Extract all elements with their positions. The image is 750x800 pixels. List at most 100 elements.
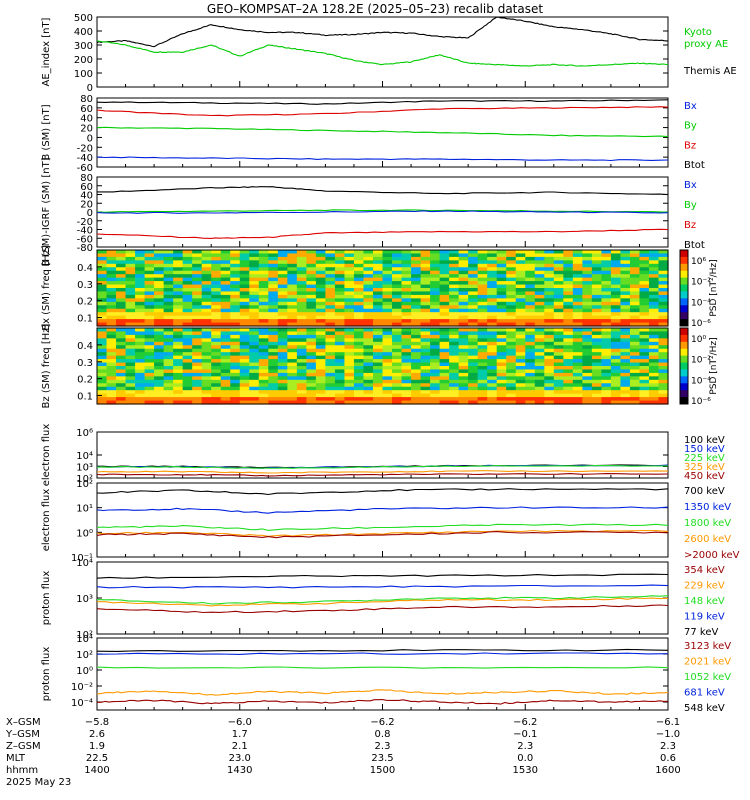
spectrogram-5-cell [97, 386, 108, 391]
legend-3-2: Bz [684, 220, 696, 231]
spectrogram-5-cell [211, 348, 222, 353]
spectrogram-5-cell [125, 366, 136, 371]
spectrogram-4-cell [163, 305, 174, 310]
spectrogram-4-cell [220, 284, 231, 289]
spectrogram-5-cell [154, 379, 165, 384]
spectrogram-5-cell [458, 379, 469, 384]
spectrogram-5-cell [420, 359, 431, 364]
spectrogram-4-cell [125, 322, 136, 327]
spectrogram-5-cell [287, 376, 298, 381]
spectrogram-5-cell [629, 328, 641, 333]
spectrogram-4-cell [201, 277, 212, 282]
spectrogram-5-cell [534, 372, 545, 377]
panel-1-ylabel: AE_index [nT] [41, 17, 52, 86]
legend-8-1: 229 keV [684, 581, 725, 592]
spectrogram-4-cell [401, 294, 412, 299]
spectrogram-4-cell [420, 305, 431, 310]
spectrogram-4-cell [154, 298, 165, 303]
spectrogram-5-cell [430, 345, 441, 350]
spectrogram-5-cell [239, 355, 250, 360]
spectrogram-5-cell [411, 359, 422, 364]
spectrogram-4-cell [553, 260, 564, 265]
panel-2-ytick-label: 20 [80, 124, 93, 135]
spectrogram-5-cell [201, 372, 212, 377]
spectrogram-5-cell [392, 338, 403, 343]
spectrogram-5-cell [658, 379, 669, 384]
spectrogram-5-cell [97, 334, 108, 339]
spectrogram-5-cell [154, 393, 165, 398]
spectrogram-5-cell [306, 334, 317, 339]
spectrogram-4-cell [258, 270, 269, 275]
spectrogram-4-cell [458, 288, 469, 293]
spectrogram-5-cell [334, 345, 346, 350]
legend-9-0: 3123 keV [684, 641, 731, 652]
spectrogram-4-cell [353, 250, 365, 255]
spectrogram-4-cell [173, 322, 184, 327]
spectrogram-4-cell [639, 315, 650, 320]
spectrogram-4-cell [315, 312, 326, 317]
spectrogram-4-cell [296, 308, 307, 313]
spectrogram-4-cell [296, 256, 307, 261]
spectrogram-4-cell [144, 301, 155, 306]
spectrogram-4-cell [125, 256, 136, 261]
spectrogram-5-cell [439, 355, 450, 360]
spectrogram-5-cell [106, 383, 117, 388]
spectrogram-4-cell [439, 253, 450, 258]
spectrogram-5-cell [230, 348, 241, 353]
legend-8-2: 148 keV [684, 596, 725, 607]
spectrogram-5-cell [325, 393, 336, 398]
spectrogram-4-cell [163, 256, 174, 261]
spectrogram-4-cell [372, 274, 384, 279]
spectrogram-5-cell [610, 352, 622, 357]
spectrogram-5-cell [363, 352, 374, 357]
spectrogram-5-cell [629, 348, 641, 353]
spectrogram-5-cell [420, 355, 431, 360]
spectrogram-5-cell [458, 328, 469, 333]
spectrogram-4-cell [629, 267, 641, 272]
spectrogram-4-cell [487, 277, 498, 282]
series-2-btot [96, 99, 669, 105]
spectrogram-5-cell [220, 355, 231, 360]
spectrogram-5-cell [468, 366, 479, 371]
spectrogram-5-cell [287, 359, 298, 364]
spectrogram-4-cell [477, 260, 488, 265]
spectrogram-5-cell [154, 400, 165, 405]
spectrogram-4-cell [392, 253, 403, 258]
spectrogram-5-cell [268, 372, 279, 377]
spectrogram-5-cell [582, 386, 593, 391]
spectrogram-5-cell [334, 341, 346, 346]
spectrogram-5-cell [449, 383, 460, 388]
spectrogram-5-cell [249, 390, 260, 395]
spectrogram-4-cell [334, 281, 346, 286]
spectrogram-4-cell [648, 322, 660, 327]
spectrogram-5-cell [563, 362, 574, 367]
spectrogram-5-cell [192, 372, 203, 377]
spectrogram-5-cell [392, 383, 403, 388]
spectrogram-4-cell [449, 319, 460, 324]
spectrogram-4-cell [211, 319, 222, 324]
panel-9-ytick-label: 10⁻⁴ [71, 698, 93, 709]
spectrogram-5-cell [572, 341, 583, 346]
spectrogram-5-cell [430, 386, 441, 391]
spectrogram-4-cell [182, 270, 193, 275]
spectrogram-4-cell [201, 301, 212, 306]
legend-7-3: 2600 keV [684, 534, 731, 545]
spectrogram-4-cell [534, 260, 545, 265]
series-7-2600-kev [96, 529, 669, 537]
series-9-1052-kev [96, 666, 669, 669]
spectrogram-4-cell [106, 291, 117, 296]
spectrogram-5-cell [144, 341, 155, 346]
spectrogram-5-cell [610, 386, 622, 391]
spectrogram-5-cell [382, 359, 393, 364]
spectrogram-5-cell [182, 383, 193, 388]
spectrogram-5-cell [230, 331, 241, 336]
spectrogram-5-cell [135, 359, 146, 364]
spectrogram-4-cell [658, 256, 669, 261]
spectrogram-4-cell [97, 305, 108, 310]
spectrogram-5-cell [334, 390, 346, 395]
spectrogram-5-cell [544, 369, 555, 374]
spectrogram-4-cell [582, 291, 593, 296]
spectrogram-4-cell [382, 281, 393, 286]
spectrogram-4-cell [135, 291, 146, 296]
spectrogram-5-cell [658, 352, 669, 357]
